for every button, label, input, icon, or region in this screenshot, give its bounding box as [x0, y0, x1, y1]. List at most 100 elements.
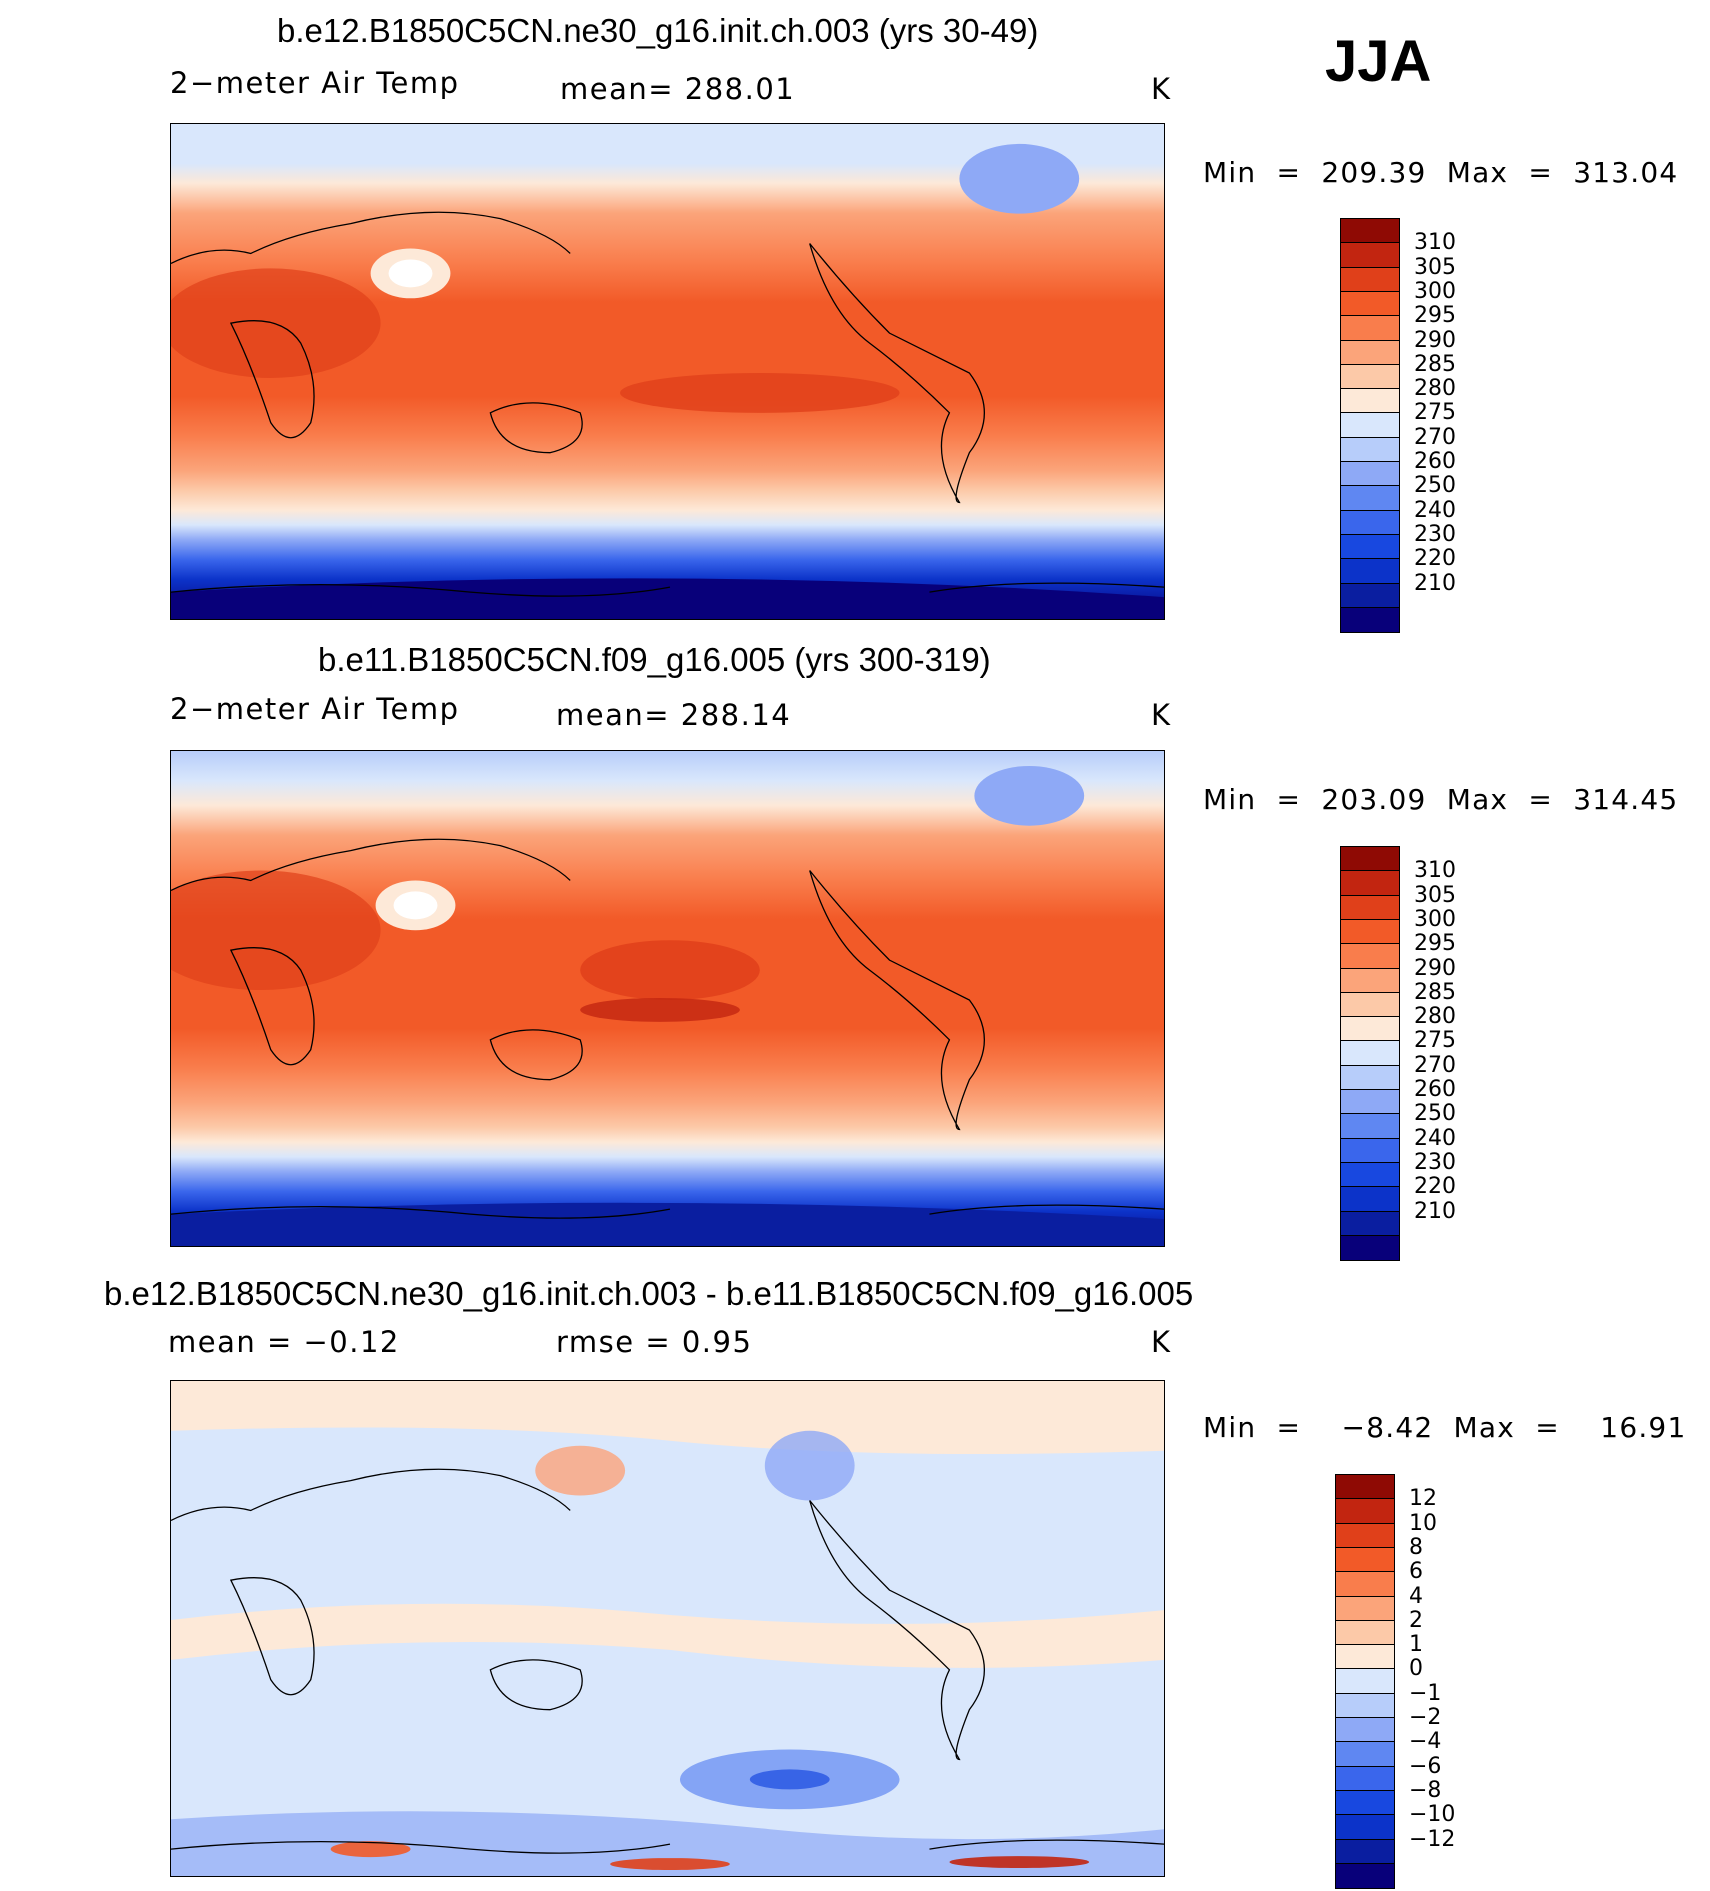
colorbar-tick-label: 285 — [1414, 351, 1456, 377]
colorbar-swatch — [1340, 1016, 1400, 1042]
panel-title: b.e12.B1850C5CN.ne30_g16.init.ch.003 (yr… — [277, 12, 1039, 49]
colorbar-tick-label: 220 — [1414, 1174, 1456, 1200]
colorbar-tick-label: 300 — [1414, 906, 1456, 932]
colorbar-swatch — [1340, 1137, 1400, 1164]
colorbar-swatch — [1335, 1474, 1395, 1500]
colorbar-tick-label: 240 — [1414, 497, 1456, 523]
colorbar-swatch — [1340, 1186, 1400, 1212]
colorbar-swatch — [1335, 1717, 1395, 1743]
colorbar-swatch — [1335, 1668, 1395, 1695]
colorbar-swatch — [1335, 1619, 1395, 1646]
mean-label: mean= 288.01 — [560, 72, 796, 106]
colorbar-swatch — [1335, 1765, 1395, 1792]
colorbar-swatch — [1340, 509, 1400, 536]
colorbar-tick-label: 250 — [1414, 473, 1456, 499]
colorbar-tick-label: 280 — [1414, 1004, 1456, 1030]
colorbar-swatch — [1335, 1789, 1395, 1816]
colorbar-swatch — [1340, 1113, 1400, 1140]
colorbar-swatch — [1340, 943, 1400, 969]
colorbar-tick-label: 305 — [1414, 254, 1456, 280]
colorbar-tick-label: 2 — [1409, 1607, 1423, 1633]
colorbar-tick-label: −8 — [1409, 1777, 1442, 1803]
colorbar-tick-label: 290 — [1414, 955, 1456, 981]
colorbar-tick-label: 300 — [1414, 278, 1456, 304]
colorbar-swatch — [1335, 1814, 1395, 1840]
colorbar-swatch — [1340, 1234, 1400, 1261]
min-max-label: Min = −8.42 Max = 16.91 — [1203, 1411, 1687, 1444]
colorbar-swatch — [1335, 1595, 1395, 1622]
min-max-label: Min = 203.09 Max = 314.45 — [1203, 783, 1679, 816]
colorbar-tick-label: 210 — [1414, 570, 1456, 596]
colorbar-tick-label: 305 — [1414, 882, 1456, 908]
difference-map — [170, 1380, 1165, 1877]
colorbar-swatch — [1340, 967, 1400, 994]
colorbar-tick-label: 220 — [1414, 546, 1456, 572]
colorbar-swatch — [1340, 1210, 1400, 1237]
units-label: K — [1151, 72, 1172, 106]
colorbar-tick-label: 4 — [1409, 1583, 1423, 1609]
colorbar-tick-label: 280 — [1414, 376, 1456, 402]
colorbar-tick-label: 6 — [1409, 1559, 1423, 1585]
colorbar-tick-label: 275 — [1414, 400, 1456, 426]
colorbar-swatch — [1335, 1692, 1395, 1719]
colorbar-swatch — [1340, 218, 1400, 244]
colorbar-swatch — [1340, 558, 1400, 584]
colorbar-tick-label: −12 — [1409, 1826, 1456, 1852]
mean-label: mean= 288.14 — [556, 698, 792, 732]
season-label: JJA — [1325, 29, 1432, 94]
units-label: K — [1151, 698, 1172, 732]
colorbar-swatch — [1335, 1571, 1395, 1597]
colorbar-swatch — [1340, 315, 1400, 341]
temperature-map — [170, 123, 1165, 620]
colorbar-tick-label: −6 — [1409, 1753, 1442, 1779]
colorbar-swatch — [1335, 1644, 1395, 1670]
colorbar-swatch — [1340, 582, 1400, 609]
colorbar-tick-label: 8 — [1409, 1534, 1423, 1560]
colorbar-swatch — [1340, 388, 1400, 414]
colorbar-swatch — [1340, 870, 1400, 897]
colorbar-tick-label: 260 — [1414, 1077, 1456, 1102]
temperature-map — [170, 750, 1165, 1247]
colorbar-tick-label: 275 — [1414, 1028, 1456, 1054]
colorbar-swatch — [1340, 991, 1400, 1018]
colorbar-swatch — [1340, 436, 1400, 463]
colorbar-tick-label: 10 — [1409, 1510, 1437, 1536]
colorbar-swatch — [1340, 363, 1400, 390]
colorbar-tick-label: 1 — [1409, 1632, 1423, 1658]
colorbar-tick-label: 0 — [1409, 1656, 1423, 1682]
colorbar-swatch — [1335, 1862, 1395, 1889]
colorbar-tick-label: −4 — [1409, 1729, 1442, 1755]
panel-title: b.e12.B1850C5CN.ne30_g16.init.ch.003 - b… — [104, 1275, 1194, 1312]
colorbar-tick-label: −1 — [1409, 1680, 1442, 1706]
colorbar-swatch — [1340, 290, 1400, 317]
colorbar-swatch — [1340, 894, 1400, 921]
colorbar-tick-label: 295 — [1414, 931, 1456, 957]
colorbar-tick-label: 260 — [1414, 449, 1456, 474]
colorbar-swatch — [1335, 1498, 1395, 1525]
colorbar-swatch — [1340, 533, 1400, 560]
colorbar-swatch — [1335, 1838, 1395, 1865]
panel-title: b.e11.B1850C5CN.f09_g16.005 (yrs 300-319… — [318, 641, 991, 678]
colorbar-swatch — [1340, 1064, 1400, 1091]
colorbar-swatch — [1340, 339, 1400, 366]
colorbar-swatch — [1340, 846, 1400, 872]
colorbar-swatch — [1340, 412, 1400, 439]
colorbar-swatch — [1335, 1522, 1395, 1549]
colorbar-swatch — [1340, 266, 1400, 293]
colorbar-tick-label: 210 — [1414, 1198, 1456, 1224]
colorbar-tick-label: 310 — [1414, 858, 1456, 884]
colorbar-swatch — [1335, 1741, 1395, 1768]
colorbar-swatch — [1340, 485, 1400, 512]
colorbar-tick-label: 12 — [1409, 1486, 1437, 1512]
colorbar-tick-label: 250 — [1414, 1101, 1456, 1127]
colorbar-tick-label: 230 — [1414, 521, 1456, 547]
colorbar-swatch — [1340, 1040, 1400, 1067]
colorbar-tick-label: −2 — [1409, 1705, 1442, 1730]
rmse-label: rmse = 0.95 — [556, 1325, 753, 1359]
colorbar-swatch — [1340, 918, 1400, 945]
colorbar-tick-label: 285 — [1414, 979, 1456, 1005]
colorbar-swatch — [1340, 1089, 1400, 1115]
colorbar-swatch — [1340, 461, 1400, 487]
colorbar-tick-label: 230 — [1414, 1149, 1456, 1175]
colorbar-tick-label: −10 — [1409, 1802, 1456, 1828]
